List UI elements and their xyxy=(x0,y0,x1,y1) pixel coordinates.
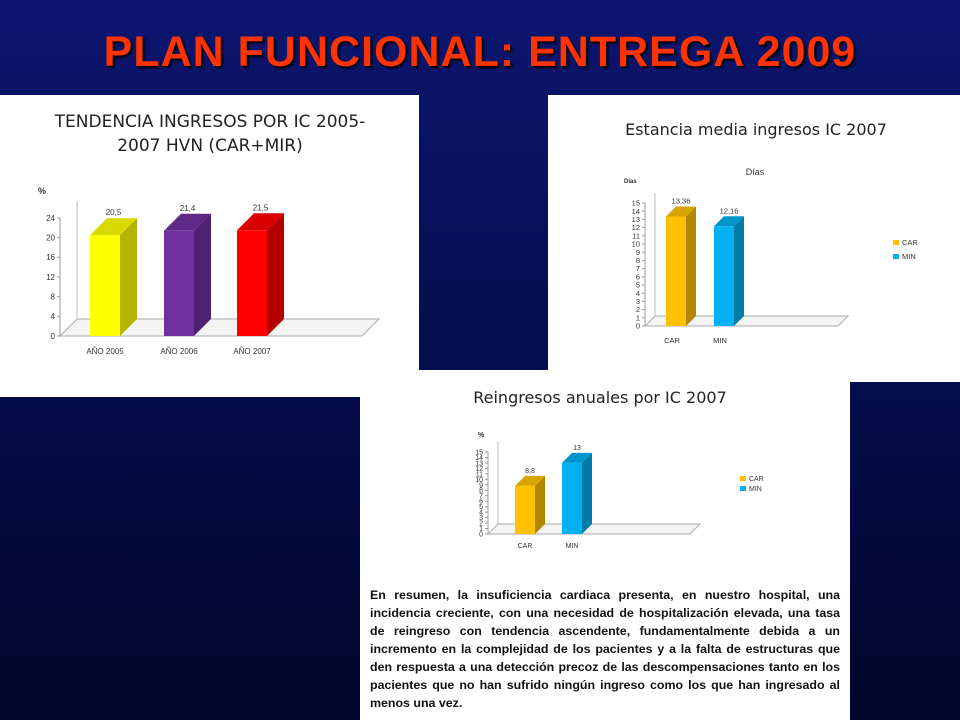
y-tick-label: 2 xyxy=(636,305,640,314)
data-label: 13 xyxy=(573,445,581,452)
chart-ingresos: TENDENCIA INGRESOS POR IC 2005- 2007 HVN … xyxy=(38,112,381,356)
bar-top xyxy=(90,218,137,236)
y-tick-label: 15 xyxy=(632,199,640,208)
chart-title-line: TENDENCIA INGRESOS POR IC 2005- xyxy=(54,112,366,132)
legend-swatch xyxy=(893,254,899,259)
bar-top xyxy=(515,475,545,486)
bar-side xyxy=(267,213,284,336)
bar-side xyxy=(120,218,137,336)
bar-side xyxy=(194,213,211,336)
y-axis-label: % xyxy=(478,432,485,439)
bar-top xyxy=(562,452,592,463)
y-tick-label: 9 xyxy=(636,248,640,257)
y-tick-label: 14 xyxy=(632,207,640,216)
x-tick-label: MIN xyxy=(713,336,727,345)
bar-top xyxy=(666,206,696,217)
bar-side xyxy=(734,216,744,326)
y-tick-label: 2 xyxy=(479,521,483,528)
chart-reingresos: Reingresos anuales por IC 2007%012345678… xyxy=(473,388,764,550)
bar xyxy=(562,462,582,534)
y-tick-label: 20 xyxy=(46,233,55,242)
bar-top xyxy=(164,213,211,231)
bar xyxy=(666,216,686,326)
data-label: 13,36 xyxy=(672,196,691,205)
y-tick-label: 1 xyxy=(479,526,483,533)
y-tick-label: 11 xyxy=(476,471,483,478)
chart-title: Estancia media ingresos IC 2007 xyxy=(625,120,887,139)
y-tick-label: 5 xyxy=(479,504,483,511)
bar-side xyxy=(535,475,545,534)
legend-swatch xyxy=(740,476,746,481)
y-tick-label: 3 xyxy=(479,515,483,522)
chart-estancia: Estancia media ingresos IC 2007 Días Días 0… xyxy=(624,120,918,345)
bar-side xyxy=(686,206,696,326)
y-tick-label: 13 xyxy=(632,215,640,224)
y-tick-label: 6 xyxy=(479,499,483,506)
legend-swatch xyxy=(740,486,746,491)
y-tick-label: 5 xyxy=(636,281,640,290)
y-tick-label: 10 xyxy=(632,240,640,249)
y-tick-label: 0 xyxy=(51,332,56,341)
y-tick-label: 12 xyxy=(632,223,640,232)
y-tick-label: 8 xyxy=(51,292,56,301)
chart-title: Reingresos anuales por IC 2007 xyxy=(473,388,727,407)
y-tick-label: 9 xyxy=(479,482,483,489)
y-tick-label: 11 xyxy=(632,231,640,240)
y-tick-label: 16 xyxy=(46,253,55,262)
y-tick-label: 4 xyxy=(479,510,483,517)
bar xyxy=(164,230,194,336)
y-axis-label: % xyxy=(38,186,46,196)
x-tick-label: CAR xyxy=(518,543,533,550)
bar xyxy=(237,230,267,336)
data-label: 21,4 xyxy=(180,204,196,213)
x-tick-label: MIN xyxy=(566,543,579,550)
chart-floor xyxy=(643,315,850,327)
y-tick-label: 14 xyxy=(475,455,483,462)
legend-entry: MIN xyxy=(749,486,762,493)
y-tick-label: 6 xyxy=(636,272,640,281)
data-label: 8,8 xyxy=(525,468,535,475)
y-tick-label: 3 xyxy=(636,297,640,306)
x-tick-label: AÑO 2006 xyxy=(160,347,198,356)
data-label: 21,5 xyxy=(253,203,269,212)
legend-entry: MIN xyxy=(902,252,916,261)
y-tick-label: 0 xyxy=(479,531,483,538)
y-tick-label: 15 xyxy=(475,449,483,456)
summary-text: En resumen, la insuficiencia cardiaca pr… xyxy=(370,588,840,710)
bar-top xyxy=(714,216,744,227)
data-label: 20,5 xyxy=(106,208,122,217)
bar xyxy=(714,226,734,326)
chart-panel-estancia: Estancia media ingresos IC 2007 Días Días 0… xyxy=(548,95,960,382)
y-tick-label: 12 xyxy=(475,466,483,473)
y-tick-label: 24 xyxy=(46,214,55,223)
y-tick-label: 0 xyxy=(636,322,640,331)
bar-top xyxy=(237,213,284,231)
legend-swatch xyxy=(893,240,899,245)
y-tick-label: 12 xyxy=(46,273,55,282)
x-tick-label: CAR xyxy=(664,336,680,345)
x-tick-label: AÑO 2007 xyxy=(233,347,271,356)
chart-panel-ingresos: TENDENCIA INGRESOS POR IC 2005- 2007 HVN … xyxy=(0,95,419,397)
bar xyxy=(90,235,120,336)
y-axis-label: Días xyxy=(624,179,637,185)
y-tick-label: 7 xyxy=(479,493,483,500)
chart-panel-reingresos: Reingresos anuales por IC 2007% 0 1 2 3 4 5 6 7 8… xyxy=(360,370,850,720)
x-tick-label: AÑO 2005 xyxy=(86,347,124,356)
legend-entry: CAR xyxy=(749,476,764,483)
y-tick-label: 4 xyxy=(51,312,56,321)
chart-title-line: 2007 HVN (CAR+MIR) xyxy=(117,136,303,156)
bar xyxy=(515,485,535,534)
y-tick-label: 8 xyxy=(636,256,640,265)
y-tick-label: 1 xyxy=(636,313,640,322)
y-tick-label: 4 xyxy=(636,289,640,298)
legend-entry: CAR xyxy=(902,238,918,247)
bar-side xyxy=(582,452,592,534)
y-tick-label: 7 xyxy=(636,264,640,273)
data-label: 12,16 xyxy=(720,206,739,215)
slide-title: PLAN FUNCIONAL: ENTREGA 2009 xyxy=(103,28,857,76)
y-tick-label: 13 xyxy=(475,460,483,467)
y-tick-label: 10 xyxy=(475,477,483,484)
chart-subtitle: Días xyxy=(746,167,765,177)
y-tick-label: 8 xyxy=(479,488,483,495)
